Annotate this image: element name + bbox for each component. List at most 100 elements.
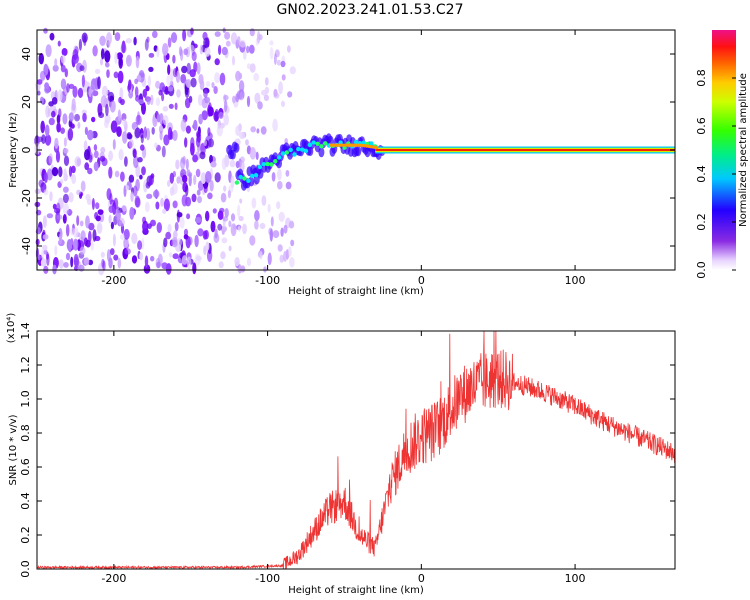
noise-blob [167,127,173,140]
signal-speckle [273,159,278,164]
spectrogram-y-label: Frequency (Hz) [8,112,19,188]
noise-blob [216,124,223,137]
noise-blob [235,161,240,169]
noise-blob [267,252,272,266]
noise-blob [190,77,197,88]
noise-blob [185,158,189,170]
noise-blob [144,255,149,268]
noise-blob [181,65,188,74]
signal-core [372,145,376,149]
noise-blob [156,46,160,58]
noise-blob [108,214,112,224]
noise-blob [114,32,121,42]
noise-blob [188,172,193,178]
colorbar: 0.0 0.2 0.4 0.6 0.8 Normalized spectral ampl… [695,30,749,279]
noise-blob [123,228,130,240]
noise-blob [130,191,134,203]
noise-blob [94,68,101,75]
carrier-band-core [375,148,675,152]
signal-band-blob [318,147,325,158]
noise-blob [235,125,241,136]
noise-blob [221,229,225,235]
noise-blob [150,255,155,262]
noise-blob [237,36,241,45]
noise-blob [52,203,57,210]
noise-blob [84,126,88,136]
noise-blob [202,99,205,105]
signal-core [349,143,353,147]
noise-blob [245,139,249,146]
snr-y-ticks: 0.0 0.2 0.4 0.6 0.8 1.0 1.2 1.4 [19,322,675,578]
noise-blob [56,214,63,220]
noise-blob [100,48,105,60]
signal-core [375,146,379,150]
noise-blob [114,51,118,64]
noise-blob [117,257,122,269]
noise-blob [72,85,78,98]
snr-series-line [36,330,676,570]
noise-blob [259,222,266,230]
noise-blob [270,216,274,227]
noise-blob [43,27,48,34]
noise-blob [162,106,169,112]
noise-blob [198,94,203,106]
noise-blob [277,168,282,181]
noise-blob [285,181,292,190]
noise-blob [107,91,115,103]
noise-blob [185,125,191,134]
noise-blob [199,44,204,55]
noise-blob [269,47,274,60]
noise-blob [171,182,178,195]
noise-blob [172,54,176,64]
noise-blob [290,239,295,247]
noise-blob [277,244,283,252]
noise-blob [46,213,54,219]
noise-blob [161,145,166,158]
noise-blob [44,85,51,94]
noise-blob [93,161,99,172]
noise-blob [174,102,178,111]
noise-blob [186,213,191,220]
noise-blob [131,232,138,245]
noise-blob [195,168,201,178]
noise-blob [278,211,285,222]
noise-blob [256,128,260,134]
noise-blob [261,89,268,96]
noise-blob [123,237,129,248]
noise-blob [167,37,172,48]
noise-blob [68,83,75,89]
noise-blob [79,65,85,72]
signal-speckle [300,147,305,152]
noise-blob [288,220,295,229]
noise-blob [49,191,53,202]
noise-blob [137,99,145,105]
noise-blob [232,95,236,104]
y-tick-label: 0.0 [19,560,32,578]
noise-blob [41,249,45,260]
noise-blob [147,75,151,88]
noise-blob [239,131,246,140]
noise-blob [39,70,46,81]
noise-blob [276,59,281,66]
noise-blob [203,184,208,194]
noise-blob [160,197,164,207]
noise-blob [210,220,216,233]
signal-speckle [276,155,282,160]
y-tick-label: 20 [20,95,33,109]
noise-blob [99,155,106,162]
noise-blob [198,113,203,125]
noise-blob [135,164,141,178]
noise-blob [51,167,59,177]
noise-blob [184,137,188,148]
noise-blob [159,130,163,141]
spectrogram-noise [34,27,296,276]
noise-blob [126,132,132,139]
noise-blob [186,256,192,270]
noise-blob [128,174,135,183]
noise-blob [227,189,231,199]
noise-blob [250,126,256,133]
noise-blob [186,62,191,75]
noise-blob [119,87,124,100]
signal-speckle [265,161,270,167]
